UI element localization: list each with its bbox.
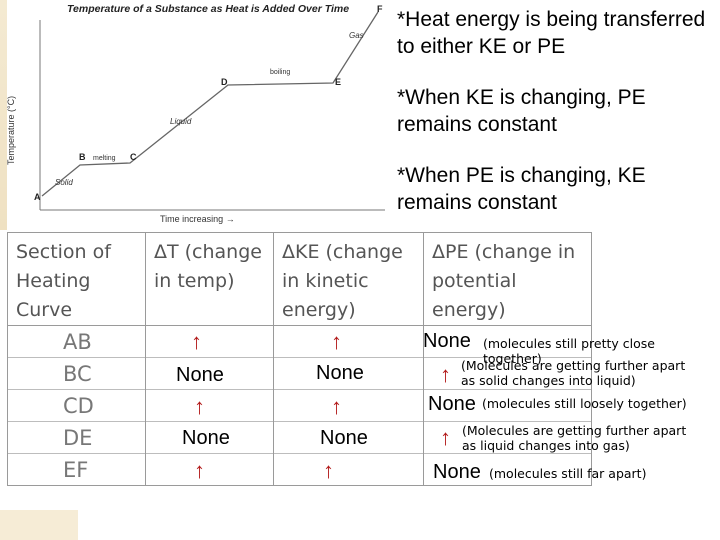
dke-ef-up-arrow-icon: ↑ bbox=[323, 458, 334, 483]
dpe-cd-value: None bbox=[428, 393, 476, 415]
y-axis-label: Temperature (°C) bbox=[6, 96, 16, 165]
phase-boiling-label: boiling bbox=[270, 69, 290, 76]
section-cell: AB bbox=[7, 325, 146, 358]
dke-ab-up-arrow-icon: ↑ bbox=[331, 329, 342, 354]
table-row: EF bbox=[7, 453, 592, 486]
dpe-ab-value: None bbox=[423, 330, 471, 352]
point-a-label: A bbox=[34, 192, 41, 202]
header-delta-ke: ΔKE (change in kinetic energy) bbox=[273, 232, 424, 326]
table-row: DE bbox=[7, 421, 592, 454]
dpe-bc-up-arrow-icon: ↑ bbox=[440, 362, 451, 387]
dke-cd-up-arrow-icon: ↑ bbox=[331, 394, 342, 419]
decorative-corner bbox=[0, 510, 78, 540]
decorative-strip bbox=[0, 0, 7, 230]
dpe-ef-value: None bbox=[433, 461, 481, 483]
point-c-label: C bbox=[130, 152, 137, 162]
dpe-ef-note: (molecules still far apart) bbox=[489, 466, 647, 481]
phase-melting-label: melting bbox=[93, 155, 116, 162]
point-f-label: F bbox=[377, 4, 383, 14]
dke-bc-value: None bbox=[316, 362, 364, 384]
dpe-ab-note: (molecules still pretty close together) bbox=[483, 336, 655, 366]
point-d-label: D bbox=[221, 77, 228, 87]
section-cell: BC bbox=[7, 357, 146, 390]
x-axis-label: Time increasing → bbox=[160, 214, 235, 224]
point-e-label: E bbox=[335, 77, 341, 87]
section-cell: CD bbox=[7, 389, 146, 422]
dt-de-value: None bbox=[182, 427, 230, 449]
dke-de-value: None bbox=[320, 427, 368, 449]
section-cell: EF bbox=[7, 453, 146, 486]
section-cell: DE bbox=[7, 421, 146, 454]
dt-cd-up-arrow-icon: ↑ bbox=[194, 394, 205, 419]
note-item: *When PE is changing, KE remains constan… bbox=[397, 164, 646, 214]
heating-curve-graph: Temperature of a Substance as Heat is Ad… bbox=[6, 3, 385, 224]
header-section: Section of Heating Curve bbox=[7, 232, 146, 326]
phase-gas-label: Gas bbox=[349, 31, 364, 40]
dpe-bc-note: (Molecules are getting further apart as … bbox=[461, 358, 686, 388]
graph-title: Temperature of a Substance as Heat is Ad… bbox=[67, 3, 349, 15]
dt-ef-up-arrow-icon: ↑ bbox=[194, 458, 205, 483]
table-row: BC bbox=[7, 357, 592, 390]
heating-curve-table: Section of Heating Curve ΔT (change in t… bbox=[7, 232, 592, 486]
table-row: CD bbox=[7, 389, 592, 422]
dt-ab-up-arrow-icon: ↑ bbox=[191, 329, 202, 354]
header-delta-t: ΔT (change in temp) bbox=[145, 232, 274, 326]
heating-curve-line bbox=[41, 11, 379, 197]
point-b-label: B bbox=[79, 152, 86, 162]
phase-liquid-label: Liquid bbox=[170, 117, 192, 126]
header-delta-pe: ΔPE (change in potential energy) bbox=[423, 232, 592, 326]
dpe-de-note: (Molecules are getting further apart as … bbox=[462, 423, 687, 453]
note-item: *Heat energy is being transferred to eit… bbox=[397, 8, 706, 58]
dpe-cd-note: (molecules still loosely together) bbox=[482, 396, 687, 411]
dt-bc-value: None bbox=[176, 364, 224, 386]
notes-panel: *Heat energy is being transferred to eit… bbox=[397, 6, 717, 240]
table-row: AB bbox=[7, 325, 592, 358]
note-item: *When KE is changing, PE remains constan… bbox=[397, 86, 646, 136]
dpe-de-up-arrow-icon: ↑ bbox=[440, 425, 451, 450]
phase-solid-label: Solid bbox=[55, 178, 73, 187]
